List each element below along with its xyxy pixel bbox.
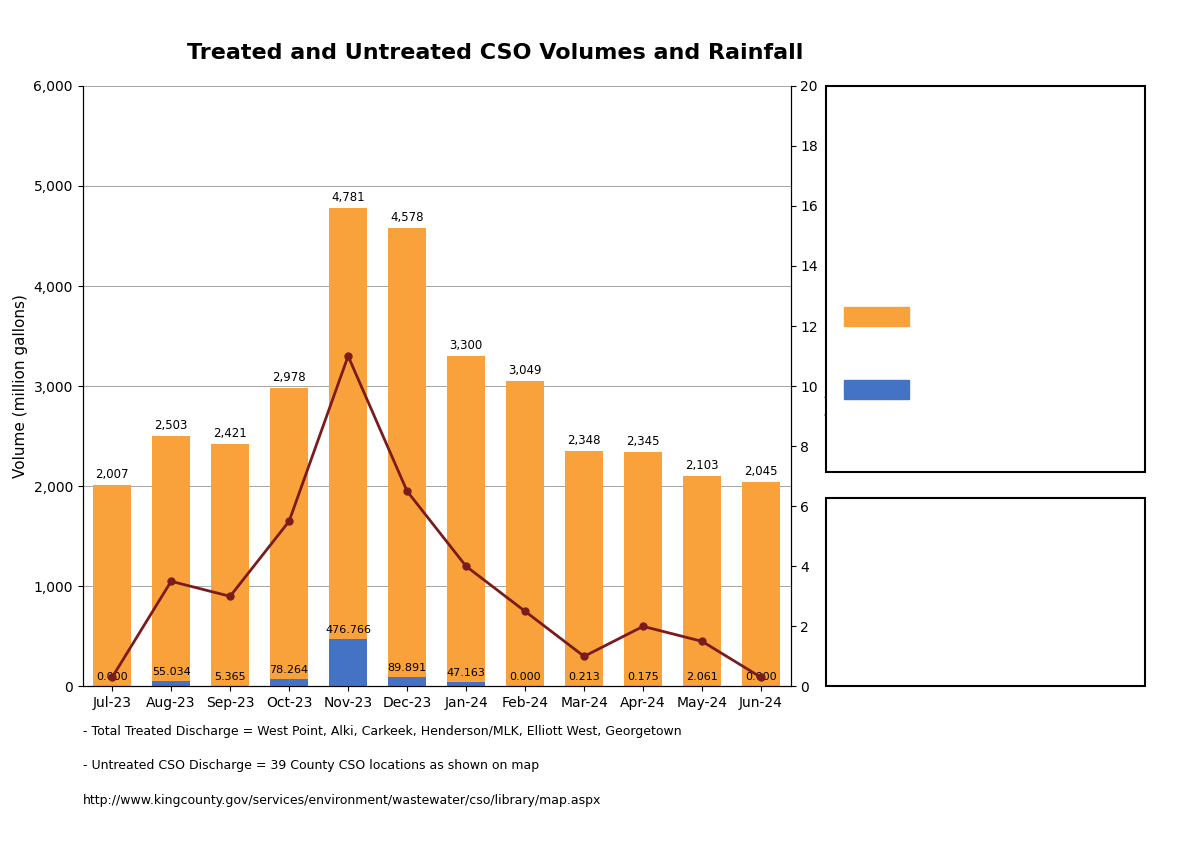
Text: 2,421: 2,421 <box>214 427 247 440</box>
Bar <box>388 678 426 686</box>
Text: Treated and Untreated CSO Volumes and Rainfall: Treated and Untreated CSO Volumes and Ra… <box>188 43 804 63</box>
Text: 2.061: 2.061 <box>687 672 717 682</box>
Text: 2,045: 2,045 <box>745 465 778 478</box>
Bar <box>211 444 249 686</box>
Text: 2,345: 2,345 <box>627 435 660 448</box>
Text: 2,348: 2,348 <box>568 434 601 447</box>
Text: 4,781: 4,781 <box>332 190 365 204</box>
Text: 47.163: 47.163 <box>447 668 485 678</box>
Bar <box>565 451 603 686</box>
Text: 0.213: 0.213 <box>569 673 599 682</box>
Bar <box>329 638 367 686</box>
Bar <box>388 228 426 686</box>
Bar <box>329 208 367 686</box>
Text: 78.264: 78.264 <box>269 665 309 674</box>
Text: - Untreated CSO Discharge = 39 County CSO locations as shown on map: - Untreated CSO Discharge = 39 County CS… <box>83 759 539 772</box>
Text: 476.766: 476.766 <box>326 625 371 635</box>
Text: 2,103: 2,103 <box>686 459 719 472</box>
Bar <box>742 481 780 686</box>
Bar <box>270 389 308 686</box>
Text: Untreated CSO Discharge
(million gallons): Untreated CSO Discharge (million gallons… <box>918 377 1079 404</box>
Text: 4,578: 4,578 <box>391 211 424 224</box>
Text: Target: Untreated CSO
Discharge/Treated
Discharge Ratio < 4%
Ratio for the last : Target: Untreated CSO Discharge/Treated … <box>844 511 1012 583</box>
Text: 0.000: 0.000 <box>97 673 127 682</box>
Bar <box>270 679 308 686</box>
Y-axis label: Rain (in): Rain (in) <box>824 354 839 418</box>
Text: 3,049: 3,049 <box>509 364 542 378</box>
Text: 0.000: 0.000 <box>746 673 776 682</box>
Text: 2,978: 2,978 <box>273 372 306 384</box>
Bar <box>152 681 190 686</box>
Text: 0.000: 0.000 <box>510 673 540 682</box>
Bar <box>93 486 131 686</box>
Y-axis label: Volume (million gallons): Volume (million gallons) <box>13 294 28 478</box>
Text: 2,503: 2,503 <box>155 419 188 432</box>
Text: http://www.kingcounty.gov/services/environment/wastewater/cso/library/map.aspx: http://www.kingcounty.gov/services/envir… <box>83 794 601 807</box>
Text: Total Treated Discharge
(million gallons): Total Treated Discharge (million gallons… <box>918 304 1066 331</box>
Bar <box>447 356 485 686</box>
Text: 3,300: 3,300 <box>450 339 483 352</box>
Text: 0.175: 0.175 <box>628 673 658 682</box>
Text: CSO = Combined Sewer
Overflow: CSO = Combined Sewer Overflow <box>844 99 1029 129</box>
Bar <box>447 681 485 686</box>
Text: 2,007: 2,007 <box>96 468 129 481</box>
Bar <box>624 451 662 686</box>
Text: 55.034: 55.034 <box>152 667 190 677</box>
Text: - Total Treated Discharge = West Point, Alki, Carkeek, Henderson/MLK, Elliott We: - Total Treated Discharge = West Point, … <box>83 725 681 738</box>
Bar <box>152 436 190 686</box>
Bar <box>506 381 544 686</box>
Bar <box>683 476 721 686</box>
Text: 5.365: 5.365 <box>215 672 245 682</box>
Text: 89.891: 89.891 <box>387 663 427 674</box>
